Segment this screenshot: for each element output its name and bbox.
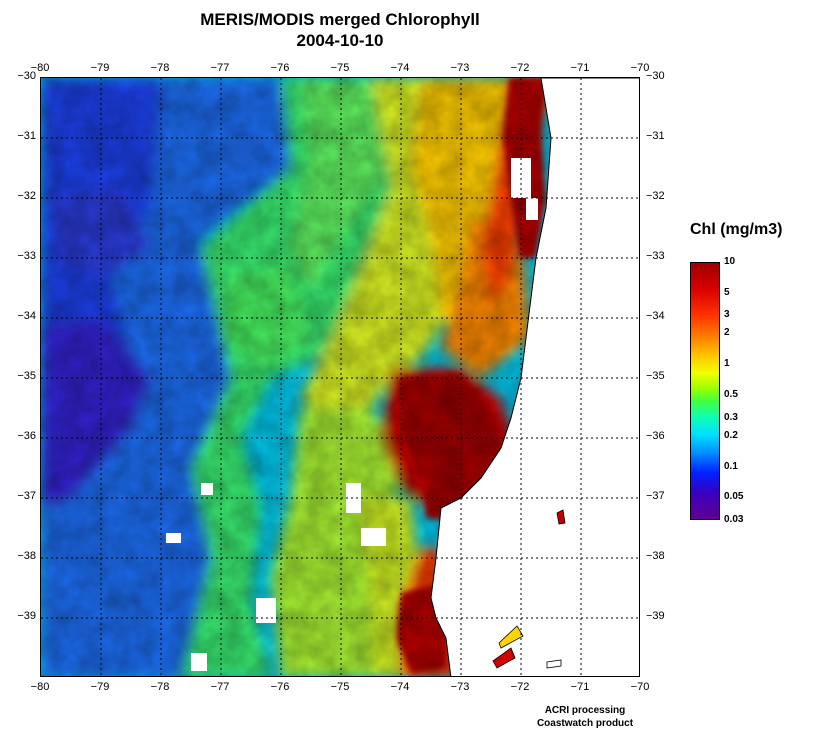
colorbar-label: 0.05 <box>724 491 744 503</box>
longitude-tick-label: −71 <box>570 62 590 74</box>
latitude-tick-label: −34 <box>646 310 665 322</box>
longitude-tick-label: −80 <box>30 62 50 74</box>
latitude-tick-label: −32 <box>646 190 665 202</box>
colorbar-label: 0.3 <box>724 411 738 423</box>
longitude-tick-label: −71 <box>570 681 590 693</box>
map-date: 2004-10-10 <box>296 31 384 50</box>
latitude-tick-label: −30 <box>646 70 665 82</box>
latitude-tick-label: −33 <box>17 250 36 262</box>
longitude-tick-label: −77 <box>210 681 230 693</box>
longitude-tick-label: −78 <box>150 62 170 74</box>
longitude-tick-label: −79 <box>90 681 110 693</box>
longitude-tick-label: −75 <box>330 62 350 74</box>
longitude-tick-label: −74 <box>390 681 410 693</box>
latitude-tick-label: −37 <box>646 490 665 502</box>
colorbar-label: 1 <box>724 358 730 370</box>
longitude-tick-label: −70 <box>630 62 650 74</box>
latitude-tick-label: −31 <box>17 130 36 142</box>
map-title: MERIS/MODIS merged Chlorophyll <box>200 10 480 29</box>
latitude-tick-label: −38 <box>646 550 665 562</box>
longitude-tick-label: −77 <box>210 62 230 74</box>
longitude-tick-label: −75 <box>330 681 350 693</box>
colorbar <box>690 262 720 520</box>
longitude-tick-label: −80 <box>30 681 50 693</box>
latitude-tick-label: −35 <box>17 370 36 382</box>
processing-credit: ACRI processing <box>544 705 626 716</box>
longitude-tick-label: −70 <box>630 681 650 693</box>
latitude-tick-label: −39 <box>17 610 36 622</box>
chlorophyll-map <box>40 77 640 677</box>
latitude-tick-label: −34 <box>17 310 36 322</box>
latitude-tick-label: −37 <box>17 490 36 502</box>
product-credit: Coastwatch product <box>536 718 634 729</box>
latitude-tick-label: −36 <box>17 430 36 442</box>
colorbar-label: 5 <box>724 286 730 298</box>
colorbar-label: 0.2 <box>724 429 738 441</box>
longitude-tick-label: −76 <box>270 681 290 693</box>
latitude-tick-label: −35 <box>646 370 665 382</box>
latitude-tick-label: −38 <box>17 550 36 562</box>
longitude-tick-label: −72 <box>510 62 530 74</box>
latitude-tick-label: −36 <box>646 430 665 442</box>
longitude-tick-label: −74 <box>390 62 410 74</box>
colorbar-label: 2 <box>724 327 730 339</box>
colorbar-label: 0.03 <box>724 514 744 525</box>
latitude-tick-label: −39 <box>646 610 665 622</box>
longitude-tick-label: −73 <box>450 681 470 693</box>
colorbar-label: 0.1 <box>724 460 738 472</box>
colorbar-label: 10 <box>724 256 736 267</box>
latitude-tick-label: −30 <box>17 70 36 82</box>
latitude-tick-label: −31 <box>646 130 665 142</box>
longitude-tick-label: −73 <box>450 62 470 74</box>
legend-title: Chl (mg/m3) <box>690 221 783 238</box>
colorbar-label: 3 <box>724 309 730 321</box>
longitude-tick-label: −72 <box>510 681 530 693</box>
longitude-tick-label: −79 <box>90 62 110 74</box>
latitude-tick-label: −33 <box>646 250 665 262</box>
longitude-tick-label: −76 <box>270 62 290 74</box>
colorbar-label: 0.5 <box>724 389 738 401</box>
latitude-tick-label: −32 <box>17 190 36 202</box>
longitude-tick-label: −78 <box>150 681 170 693</box>
chlorophyll-map-image <box>41 78 639 676</box>
